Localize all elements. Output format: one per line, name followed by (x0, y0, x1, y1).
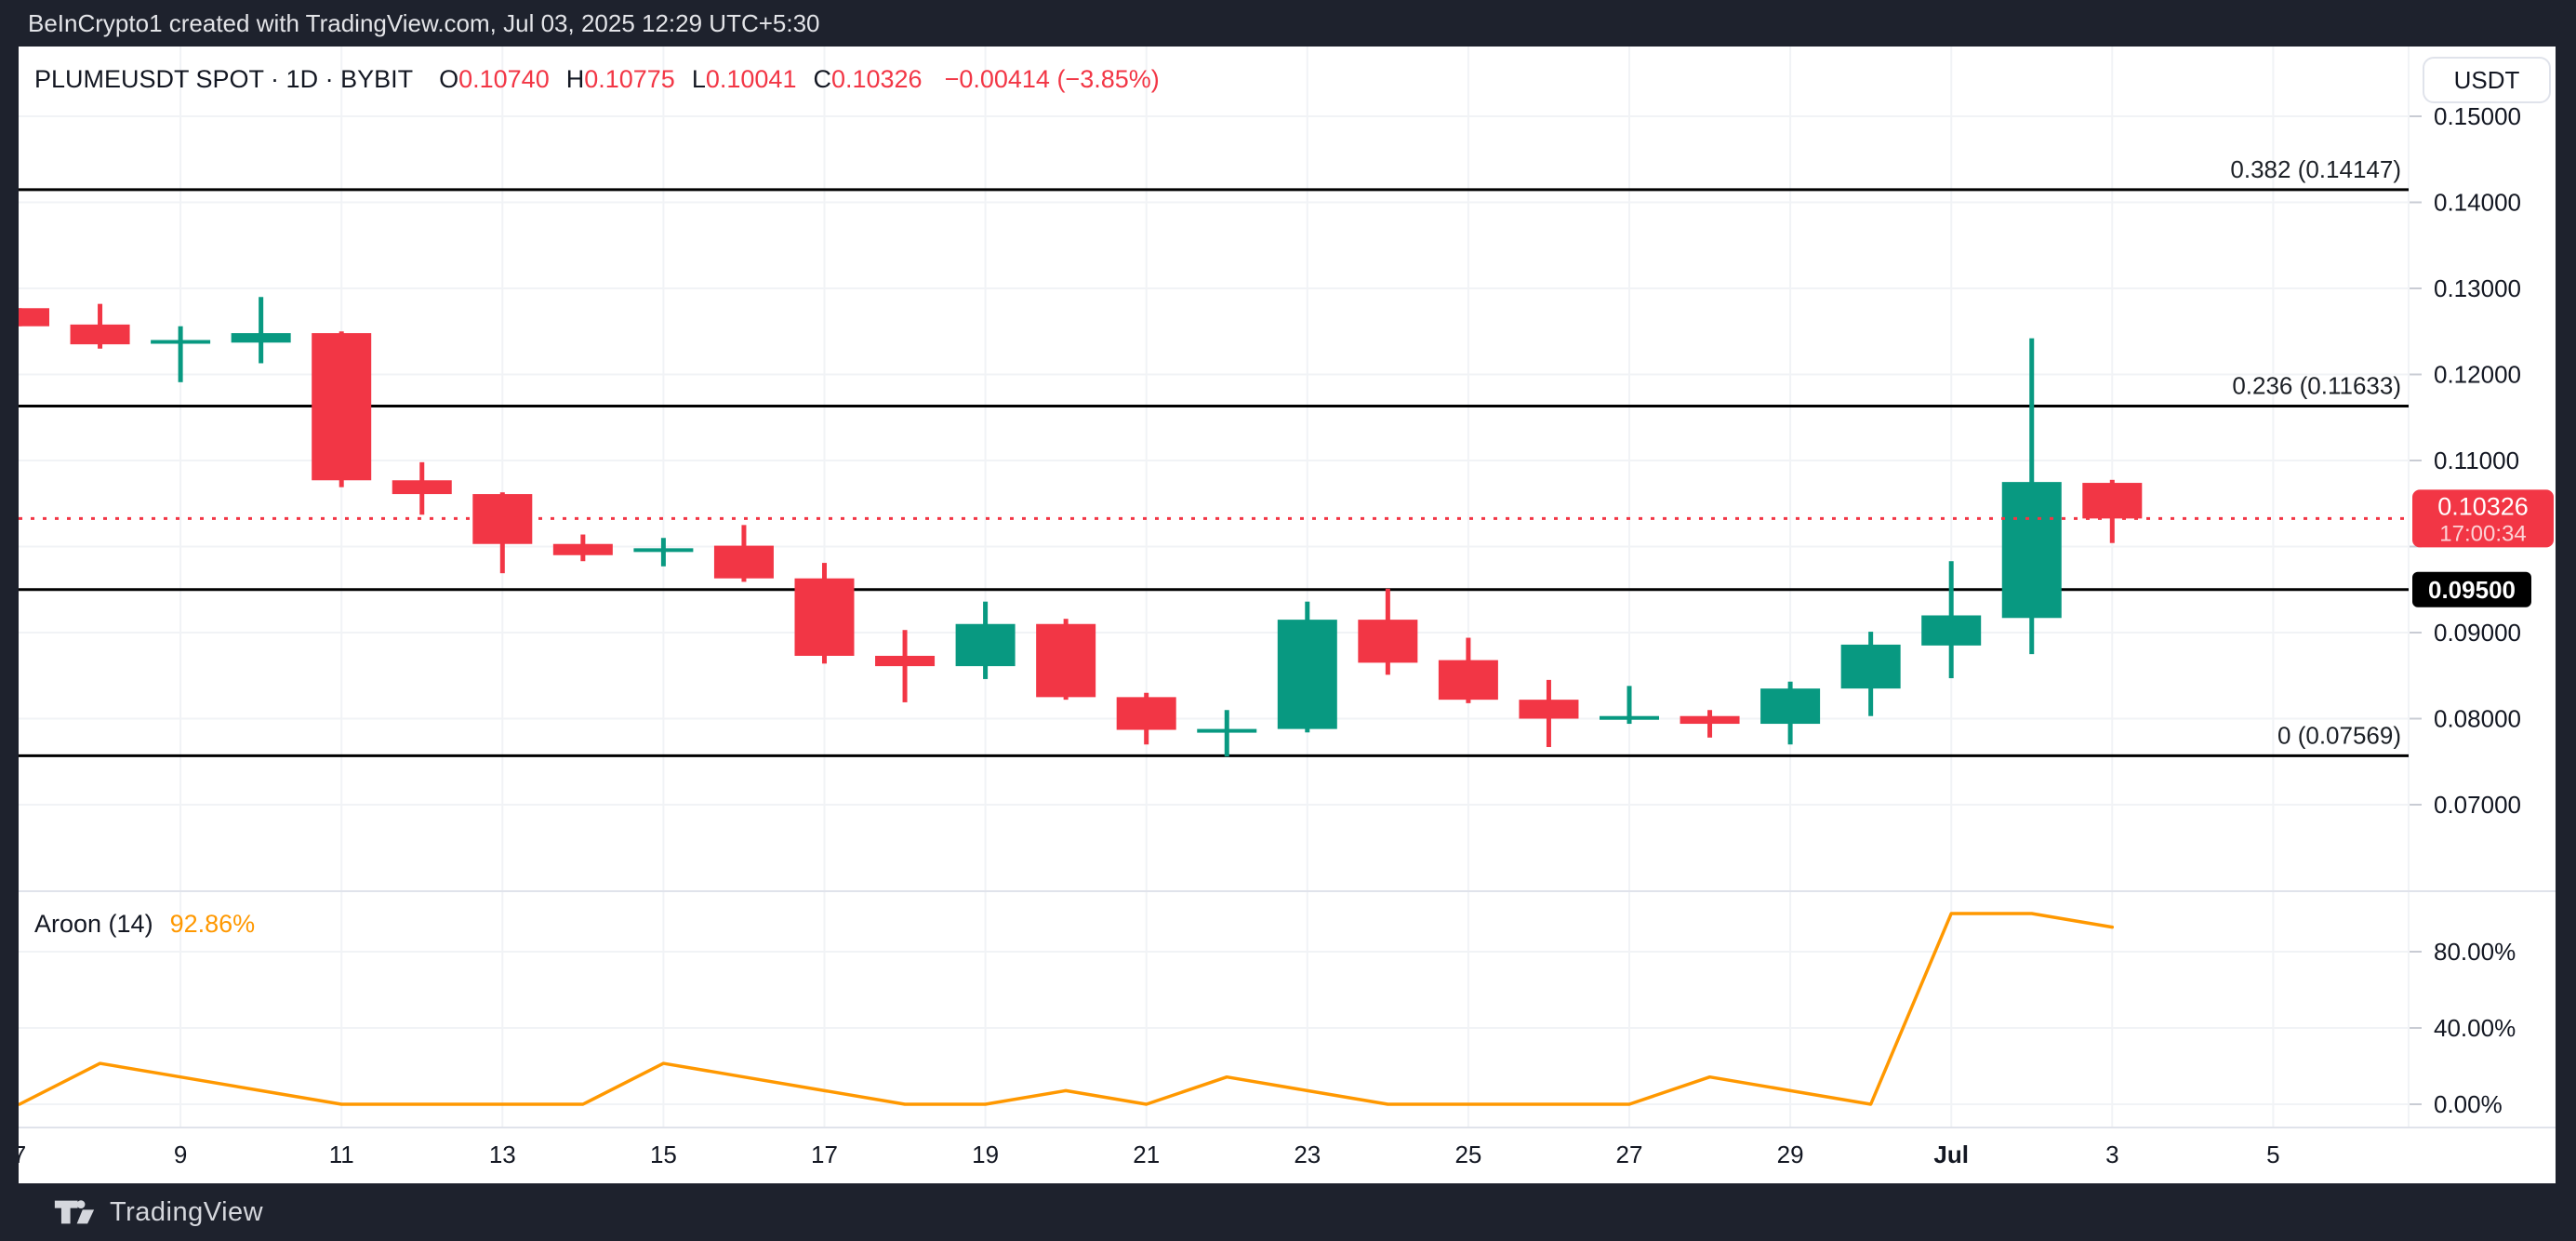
candle-body (231, 333, 291, 343)
price-tick-label: 0.13000 (2434, 274, 2521, 302)
candle-wick (178, 326, 183, 382)
candle-body (1197, 728, 1257, 733)
time-tick-label: 13 (489, 1141, 516, 1168)
candle-body (713, 545, 774, 579)
candle-body (794, 578, 855, 656)
grid-layer (19, 47, 2422, 1128)
price-tick-label: 0.09000 (2434, 619, 2521, 647)
candle-body (955, 623, 1016, 667)
fib-level-label: 0.382 (0.14147) (2230, 155, 2401, 183)
candle-body (875, 655, 936, 667)
aroon-line (18, 912, 2115, 1106)
fib-level-label: 0.236 (0.11633) (2232, 371, 2401, 399)
candle-body (70, 324, 130, 345)
support-price-badge: 0.09500 (2412, 571, 2531, 607)
candle-body (312, 333, 372, 481)
tradingview-logo-icon[interactable] (54, 1196, 95, 1228)
price-tick-label: 0.12000 (2434, 361, 2521, 389)
time-axis-labels[interactable]: 7 9 11 13 15 17 19 21 23 25 27 29 Jul 3 5 (13, 1141, 2280, 1168)
candle-wick (660, 538, 666, 567)
time-tick-label: 15 (650, 1141, 677, 1168)
price-tick-label: 0.15000 (2434, 102, 2521, 130)
candle-wick (1224, 710, 1229, 757)
price-tick-label: 0.07000 (2434, 791, 2521, 819)
candle-body (552, 543, 613, 555)
candles-layer[interactable] (0, 297, 2143, 757)
time-tick-label: 25 (1454, 1141, 1481, 1168)
svg-text:0.10326: 0.10326 (2437, 492, 2529, 520)
time-tick-label: 5 (2266, 1141, 2279, 1168)
footer-bar: TradingView (0, 1183, 2576, 1241)
time-tick-label: 23 (1294, 1141, 1321, 1168)
candle-body (392, 480, 452, 495)
candle-body (1519, 700, 1579, 719)
candle-body (1277, 620, 1337, 729)
candle-body (1760, 688, 1821, 725)
time-tick-label: 21 (1133, 1141, 1160, 1168)
ohlc-close: C0.10326 (813, 65, 923, 93)
candle-body (1358, 620, 1418, 663)
candle-wick (1627, 686, 1632, 725)
candle-body (1438, 660, 1498, 701)
symbol-title: PLUMEUSDT SPOT · 1D · BYBIT (34, 65, 414, 93)
change-value: −0.00414 (−3.85%) (944, 65, 1160, 93)
price-tick-label: 0.08000 (2434, 705, 2521, 733)
aroon-tick-label: 80.00% (2434, 938, 2516, 966)
aroon-value: 92.86% (169, 910, 256, 938)
aroon-tick-label: 0.00% (2434, 1090, 2503, 1118)
currency-toggle-label: USDT (2453, 65, 2520, 94)
symbol-legend: PLUMEUSDT SPOT · 1D · BYBIT O0.10740 H0.… (34, 65, 1160, 94)
ohlc-low: L0.10041 (691, 65, 797, 93)
svg-text:17:00:34: 17:00:34 (2439, 521, 2526, 546)
price-axis-labels[interactable]: 0.15000 0.14000 0.13000 0.12000 0.11000 0.090… (2434, 102, 2521, 1118)
fib-level-label: 0 (0.07569) (2277, 721, 2401, 749)
aroon-name: Aroon (14) (34, 910, 153, 938)
snapshot-title: BeInCrypto1 created with TradingView.com… (28, 9, 820, 37)
candle-body (1840, 644, 1901, 689)
aroon-legend: Aroon (14) 92.86% (34, 910, 255, 939)
time-tick-label: 17 (811, 1141, 838, 1168)
time-tick-label: Jul (1933, 1141, 1969, 1168)
currency-toggle-button[interactable]: USDT (2423, 57, 2551, 103)
candle-wick (259, 297, 264, 364)
candle-body (19, 308, 49, 327)
candle-body (151, 340, 211, 344)
candle-body (633, 548, 694, 553)
time-tick-label: 27 (1616, 1141, 1643, 1168)
ohlc-high: H0.10775 (565, 65, 675, 93)
time-tick-label: 29 (1777, 1141, 1804, 1168)
aroon-tick-label: 40.00% (2434, 1014, 2516, 1042)
candle-body (1600, 715, 1659, 720)
candle-body (1921, 615, 1982, 646)
price-tick-label: 0.11000 (2434, 447, 2519, 474)
price-tick-label: 0.14000 (2434, 189, 2521, 217)
svg-text:0.09500: 0.09500 (2428, 576, 2516, 604)
candle-body (1036, 623, 1096, 698)
time-tick-label: 3 (2105, 1141, 2118, 1168)
candle-body (2001, 482, 2062, 619)
snapshot-header-bar: BeInCrypto1 created with TradingView.com… (0, 0, 2576, 47)
time-tick-label: 11 (329, 1141, 354, 1168)
ohlc-open: O0.10740 (439, 65, 550, 93)
chart-background[interactable] (0, 47, 2576, 1183)
frame-strips (0, 47, 2576, 1183)
brand-name[interactable]: TradingView (110, 1196, 264, 1227)
candle-body (1116, 697, 1176, 730)
fib-levels-layer: 0.382 (0.14147) 0.236 (0.11633) 0 (0.07569… (19, 155, 2409, 757)
candle-body (1680, 715, 1740, 725)
time-tick-label: 19 (972, 1141, 999, 1168)
time-tick-label: 9 (174, 1141, 187, 1168)
candle-body (2082, 483, 2143, 519)
